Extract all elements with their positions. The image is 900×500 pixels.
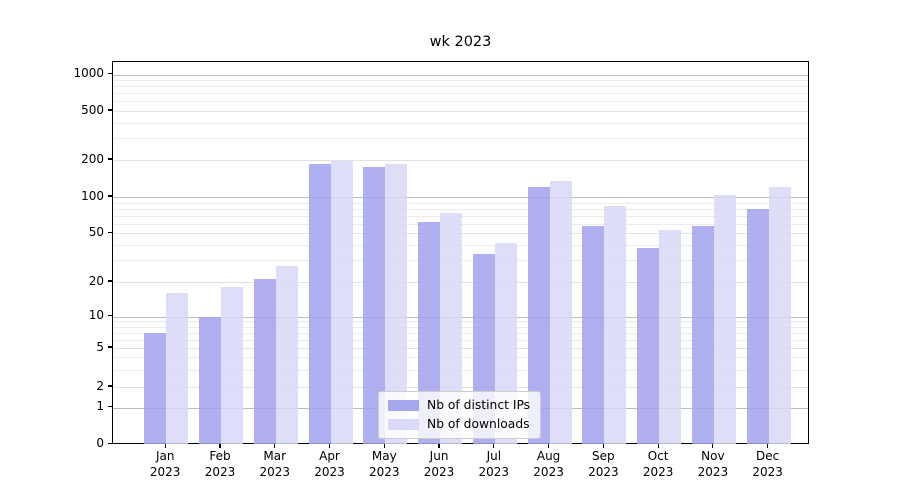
x-tick-6 — [493, 443, 495, 448]
x-tick-1 — [219, 443, 221, 448]
x-axis-tick-label: May 2023 — [368, 449, 400, 479]
legend-swatch-distinct-ips — [388, 399, 419, 411]
gridline-y-200 — [113, 160, 808, 161]
gridline-y-100 — [113, 197, 808, 199]
gridline-y-1000 — [113, 74, 808, 76]
y-tick-20 — [108, 280, 112, 282]
gridline-minor-y-600 — [113, 101, 808, 103]
x-axis-tick-label: Dec 2023 — [752, 449, 783, 479]
x-axis-tick-label: Jun 2023 — [423, 449, 455, 479]
bar-downloads — [768, 186, 791, 445]
y-axis-tick-label: 50 — [88, 224, 104, 239]
bar-distinct-ips — [144, 332, 167, 445]
y-tick-5 — [108, 346, 112, 348]
legend-item: Nb of distinct IPs — [388, 398, 530, 412]
y-axis-tick-label: 10 — [88, 308, 104, 323]
legend-item: Nb of downloads — [388, 417, 530, 431]
x-axis-tick-label: Sep 2023 — [588, 449, 619, 479]
y-axis-tick-label: 20 — [88, 273, 104, 288]
x-tick-0 — [164, 443, 166, 448]
y-axis-tick-label: 2 — [96, 378, 104, 393]
bar-downloads — [604, 205, 627, 445]
gridline-minor-y-80 — [113, 208, 808, 210]
bar-downloads — [385, 163, 408, 445]
bar-downloads — [440, 212, 463, 445]
y-tick-0 — [108, 442, 112, 445]
y-tick-100 — [108, 195, 112, 197]
bar-downloads — [659, 230, 682, 445]
bar-distinct-ips — [198, 316, 221, 445]
gridline-minor-y-900 — [113, 80, 808, 82]
y-axis-tick-label: 0 — [96, 436, 104, 450]
x-tick-11 — [767, 443, 769, 448]
x-tick-10 — [712, 443, 714, 448]
gridline-minor-y-700 — [113, 93, 808, 95]
x-axis-tick-label: Apr 2023 — [314, 449, 345, 479]
bar-downloads — [166, 293, 189, 445]
bar-distinct-ips — [637, 247, 660, 445]
legend-label: Nb of downloads — [427, 417, 530, 431]
x-tick-5 — [438, 443, 440, 448]
bar-downloads — [220, 287, 243, 445]
bar-distinct-ips — [363, 166, 386, 445]
x-axis-tick-label: Mar 2023 — [259, 449, 290, 479]
bar-distinct-ips — [746, 208, 769, 445]
y-axis-tick-label: 1 — [96, 399, 104, 414]
gridline-minor-y-400 — [113, 122, 808, 124]
bar-downloads — [713, 194, 736, 445]
y-tick-2 — [108, 385, 112, 387]
x-axis-tick-label: Jul 2023 — [478, 449, 510, 479]
gridline-minor-y-90 — [113, 202, 808, 204]
y-tick-1000 — [108, 72, 112, 75]
plot-area — [112, 61, 809, 445]
y-axis-tick-label: 5 — [96, 339, 104, 354]
bar-distinct-ips — [527, 187, 550, 445]
bar-distinct-ips — [253, 279, 276, 445]
legend-swatch-downloads — [388, 418, 419, 430]
y-axis-tick-label: 500 — [81, 102, 104, 117]
y-tick-50 — [108, 231, 112, 233]
y-tick-200 — [108, 158, 112, 160]
gridline-y-500 — [113, 111, 808, 112]
legend: Nb of distinct IPs Nb of downloads — [378, 391, 542, 439]
y-tick-10 — [108, 315, 112, 317]
x-axis-tick-label: Aug 2023 — [533, 449, 564, 479]
x-tick-9 — [657, 443, 659, 448]
x-tick-2 — [274, 443, 276, 448]
bar-downloads — [275, 266, 298, 445]
bar-distinct-ips — [308, 163, 331, 445]
bar-distinct-ips — [691, 226, 714, 445]
x-tick-3 — [328, 443, 331, 448]
bar-distinct-ips — [418, 222, 441, 445]
legend-label: Nb of distinct IPs — [427, 398, 531, 412]
x-axis-tick-label: Oct 2023 — [642, 449, 674, 479]
x-axis-tick-label: Nov 2023 — [697, 449, 729, 479]
y-tick-1 — [108, 406, 112, 408]
y-axis-tick-label: 1000 — [73, 66, 104, 80]
x-axis-tick-label: Feb 2023 — [204, 449, 236, 479]
bar-distinct-ips — [582, 226, 605, 445]
x-axis-tick-label: Jan 2023 — [149, 449, 181, 479]
bar-downloads — [549, 180, 572, 445]
y-axis-tick-label: 200 — [81, 151, 104, 166]
x-tick-8 — [602, 443, 604, 448]
gridline-minor-y-300 — [113, 138, 808, 140]
chart-title: wk 2023 — [429, 34, 492, 50]
x-tick-7 — [547, 443, 550, 448]
y-axis-tick-label: 100 — [81, 188, 104, 203]
x-tick-4 — [383, 443, 385, 448]
bar-downloads — [330, 161, 353, 445]
gridline-minor-y-800 — [113, 86, 808, 88]
y-tick-500 — [108, 109, 112, 111]
